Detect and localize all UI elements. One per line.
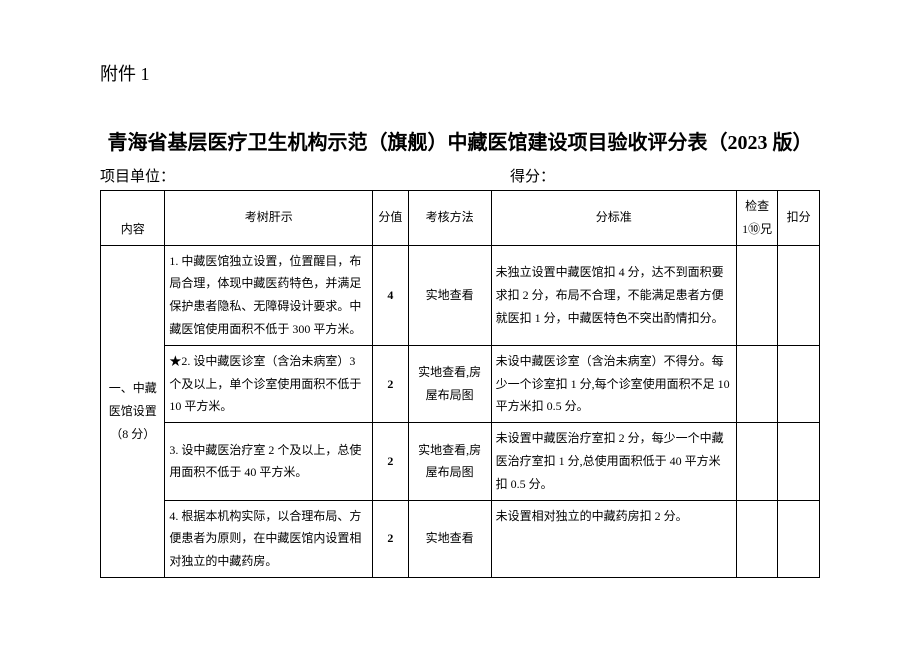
check-cell [736, 500, 778, 577]
table-row: 一、中藏医馆设置（8 分） 1. 中藏医馆独立设置，位置醒目，布局合理，体现中藏… [101, 245, 820, 345]
indicator-cell: 1. 中藏医馆独立设置，位置醒目，布局合理，体现中藏医药特色，并满足保护患者隐私… [165, 245, 373, 345]
header-deduct: 扣分 [778, 191, 820, 246]
deduct-cell [778, 345, 820, 422]
score-cell: 2 [373, 423, 408, 500]
check-cell [736, 245, 778, 345]
standard-cell: 未设置中藏医治疗室扣 2 分，每少一个中藏医治疗室扣 1 分,总使用面积低于 4… [491, 423, 736, 500]
method-cell: 实地查看 [408, 500, 491, 577]
indicator-cell: 3. 设中藏医治疗室 2 个及以上，总使用面积不低于 40 平方米。 [165, 423, 373, 500]
header-score: 分值 [373, 191, 408, 246]
document-page: 附件 1 青海省基层医疗卫生机构示范（旗舰）中藏医馆建设项目验收评分表（2023… [0, 0, 920, 598]
score-cell: 2 [373, 500, 408, 577]
score-cell: 2 [373, 345, 408, 422]
indicator-cell: ★2. 设中藏医诊室（含治未病室）3 个及以上，单个诊室使用面积不低于 10 平… [165, 345, 373, 422]
method-cell: 实地查看,房屋布局图 [408, 345, 491, 422]
scoring-table: 内容 考树肝示 分值 考核方法 分标准 检查 1⑩兄 扣分 一、中藏医馆设置（8… [100, 190, 820, 578]
indicator-cell: 4. 根据本机构实际，以合理布局、方便患者为原则，在中藏医馆内设置相对独立的中藏… [165, 500, 373, 577]
standard-cell: 未设置相对独立的中藏药房扣 2 分。 [491, 500, 736, 577]
method-cell: 实地查看 [408, 245, 491, 345]
table-row: 3. 设中藏医治疗室 2 个及以上，总使用面积不低于 40 平方米。 2 实地查… [101, 423, 820, 500]
standard-cell: 未独立设置中藏医馆扣 4 分，达不到面积要求扣 2 分，布局不合理，不能满足患者… [491, 245, 736, 345]
deduct-cell [778, 500, 820, 577]
sub-header-line: 项目单位： 得分： [100, 165, 820, 186]
header-method: 考核方法 [408, 191, 491, 246]
table-row: 4. 根据本机构实际，以合理布局、方便患者为原则，在中藏医馆内设置相对独立的中藏… [101, 500, 820, 577]
header-indicator: 考树肝示 [165, 191, 373, 246]
header-standard: 分标准 [491, 191, 736, 246]
deduct-cell [778, 245, 820, 345]
attachment-label: 附件 1 [100, 60, 820, 86]
score-label: 得分： [410, 165, 820, 186]
table-header-row: 内容 考树肝示 分值 考核方法 分标准 检查 1⑩兄 扣分 [101, 191, 820, 246]
check-cell [736, 423, 778, 500]
check-cell [736, 345, 778, 422]
document-title: 青海省基层医疗卫生机构示范（旗舰）中藏医馆建设项目验收评分表（2023 版） [100, 126, 820, 155]
method-cell: 实地查看,房屋布局图 [408, 423, 491, 500]
table-row: ★2. 设中藏医诊室（含治未病室）3 个及以上，单个诊室使用面积不低于 10 平… [101, 345, 820, 422]
section-label: 一、中藏医馆设置（8 分） [101, 245, 165, 577]
unit-label: 项目单位： [100, 165, 410, 186]
header-content: 内容 [101, 191, 165, 246]
score-cell: 4 [373, 245, 408, 345]
standard-cell: 未设中藏医诊室（含治未病室）不得分。每少一个诊室扣 1 分,每个诊室使用面积不足… [491, 345, 736, 422]
deduct-cell [778, 423, 820, 500]
header-check: 检查 1⑩兄 [736, 191, 778, 246]
